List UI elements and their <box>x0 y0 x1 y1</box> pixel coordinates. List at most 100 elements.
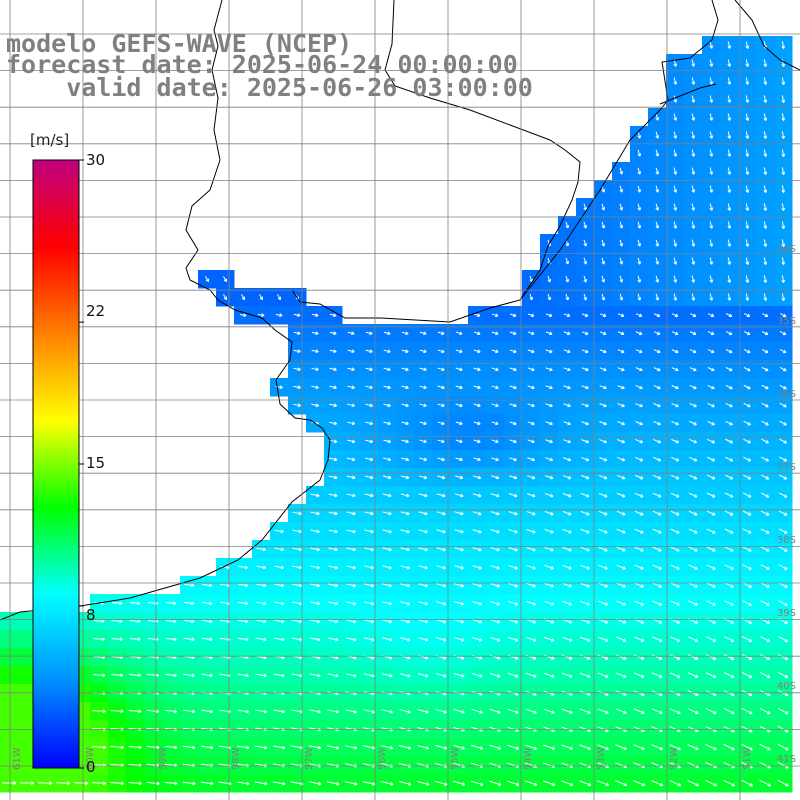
wind-arrow <box>707 367 715 372</box>
wind-arrow <box>743 384 751 390</box>
wind-arrow <box>777 743 789 751</box>
wind-cell <box>18 684 37 703</box>
wind-arrow <box>400 565 410 570</box>
wind-arrow <box>365 367 373 372</box>
wind-cell <box>0 684 19 703</box>
wind-arrow <box>709 113 714 121</box>
wind-arrow <box>490 583 501 588</box>
wind-arrow <box>562 510 572 516</box>
wind-arrow <box>707 420 715 426</box>
wind-arrow <box>347 403 355 408</box>
wind-arrow <box>709 257 714 265</box>
wind-arrow <box>691 185 696 193</box>
wind-arrow <box>274 529 284 534</box>
wind-arrow <box>529 293 534 301</box>
wind-arrow <box>545 457 554 462</box>
wind-arrow <box>274 547 284 552</box>
wind-arrow <box>725 420 733 426</box>
wind-arrow <box>670 546 680 552</box>
wind-arrow <box>673 95 678 103</box>
wind-arrow <box>687 708 699 715</box>
wind-arrow <box>617 367 625 372</box>
wind-arrow <box>383 421 391 426</box>
wind-cell <box>18 648 37 667</box>
wind-arrow <box>669 672 681 678</box>
wind-arrow <box>599 457 608 462</box>
wind-arrow <box>727 167 732 175</box>
wind-arrow <box>671 403 679 408</box>
wind-arrow <box>579 744 591 751</box>
wind-arrow <box>309 637 321 642</box>
wind-arrow <box>706 582 716 588</box>
wind-arrow <box>562 600 573 606</box>
wind-arrow <box>436 601 447 606</box>
wind-arrow <box>308 781 322 786</box>
wind-arrow <box>471 708 483 714</box>
wind-arrow <box>781 77 786 85</box>
wind-arrow <box>383 385 391 390</box>
wind-arrow <box>579 654 591 660</box>
wind-arrow <box>637 167 642 175</box>
wind-arrow <box>491 385 499 390</box>
wind-arrow <box>381 673 393 678</box>
wind-arrow <box>383 439 391 444</box>
wind-arrow <box>725 331 733 336</box>
wind-arrow <box>472 547 482 552</box>
wind-arrow <box>509 403 517 408</box>
wind-arrow <box>709 77 714 85</box>
wind-arrow <box>742 582 752 588</box>
wind-arrow <box>400 475 410 480</box>
wind-arrow <box>255 637 267 642</box>
wind-arrow <box>418 511 428 516</box>
wind-arrow <box>709 59 714 67</box>
wind-arrow <box>653 403 661 408</box>
wind-arrow <box>617 331 625 336</box>
wind-arrow <box>309 619 321 624</box>
wind-arrow <box>617 385 625 390</box>
wind-arrow <box>598 582 608 588</box>
wind-arrow <box>581 367 589 372</box>
wind-arrow <box>491 475 500 480</box>
wind-arrow <box>455 457 463 462</box>
wind-arrow <box>383 457 392 462</box>
wind-arrow <box>777 707 789 715</box>
wind-arrow <box>599 385 607 390</box>
wind-arrow <box>310 493 320 498</box>
wind-arrow <box>257 313 265 317</box>
colorbar-unit: [m/s] <box>30 131 70 149</box>
wind-arrow <box>742 510 752 516</box>
wind-arrow <box>254 781 268 786</box>
wind-arrow <box>653 367 661 372</box>
wind-arrow <box>778 654 789 661</box>
wind-arrow <box>453 744 466 750</box>
wind-arrow <box>689 385 697 390</box>
wind-arrow <box>526 582 537 588</box>
wind-arrow <box>637 185 642 193</box>
lagoon-inlet <box>659 83 717 105</box>
wind-arrow <box>273 745 286 750</box>
wind-arrow <box>328 475 338 480</box>
wind-arrow <box>709 41 714 49</box>
wind-arrow <box>526 600 537 606</box>
wind-arrow <box>724 636 735 642</box>
wind-arrow <box>435 673 447 678</box>
valid-date-text: valid date: 2025-06-26 03:00:00 <box>66 73 533 102</box>
wind-arrow <box>688 636 699 642</box>
lon-label: 55W <box>450 747 461 770</box>
wind-arrow <box>544 528 554 534</box>
wind-arrow <box>724 474 734 480</box>
wind-arrow <box>601 275 606 283</box>
colorbar <box>32 159 84 769</box>
wind-arrow <box>380 781 394 786</box>
wind-arrow <box>183 619 195 624</box>
wind-arrow <box>327 619 339 624</box>
wind-arrow <box>741 707 753 715</box>
wind-arrow <box>743 349 751 354</box>
wind-arrow <box>616 474 626 480</box>
wind-arrow <box>562 582 572 588</box>
wind-arrow <box>184 583 195 588</box>
wind-arrow <box>293 367 301 372</box>
wind-arrow <box>745 77 750 85</box>
wind-arrow <box>598 564 608 570</box>
wind-arrow <box>345 709 357 714</box>
